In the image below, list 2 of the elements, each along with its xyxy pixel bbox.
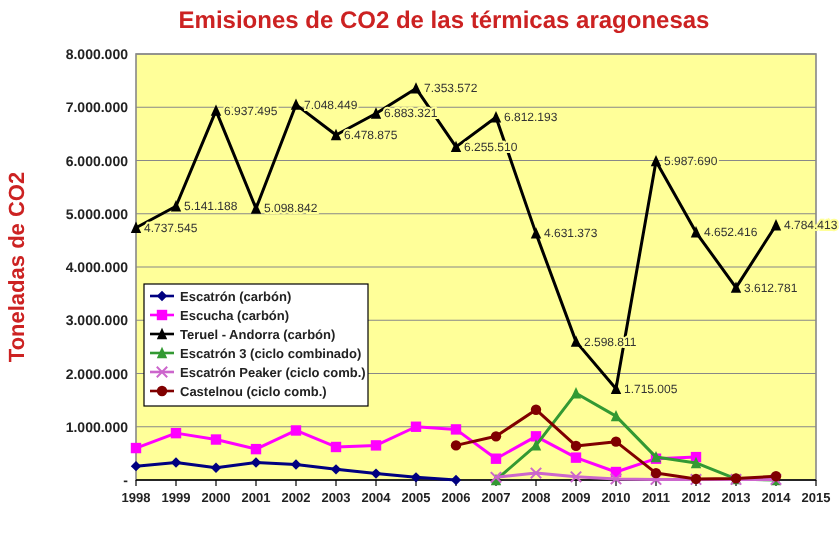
chart-title: Emisiones de CO2 de las térmicas aragonesas <box>178 6 711 34</box>
y-axis-title: Toneladas de CO2 <box>6 171 30 363</box>
